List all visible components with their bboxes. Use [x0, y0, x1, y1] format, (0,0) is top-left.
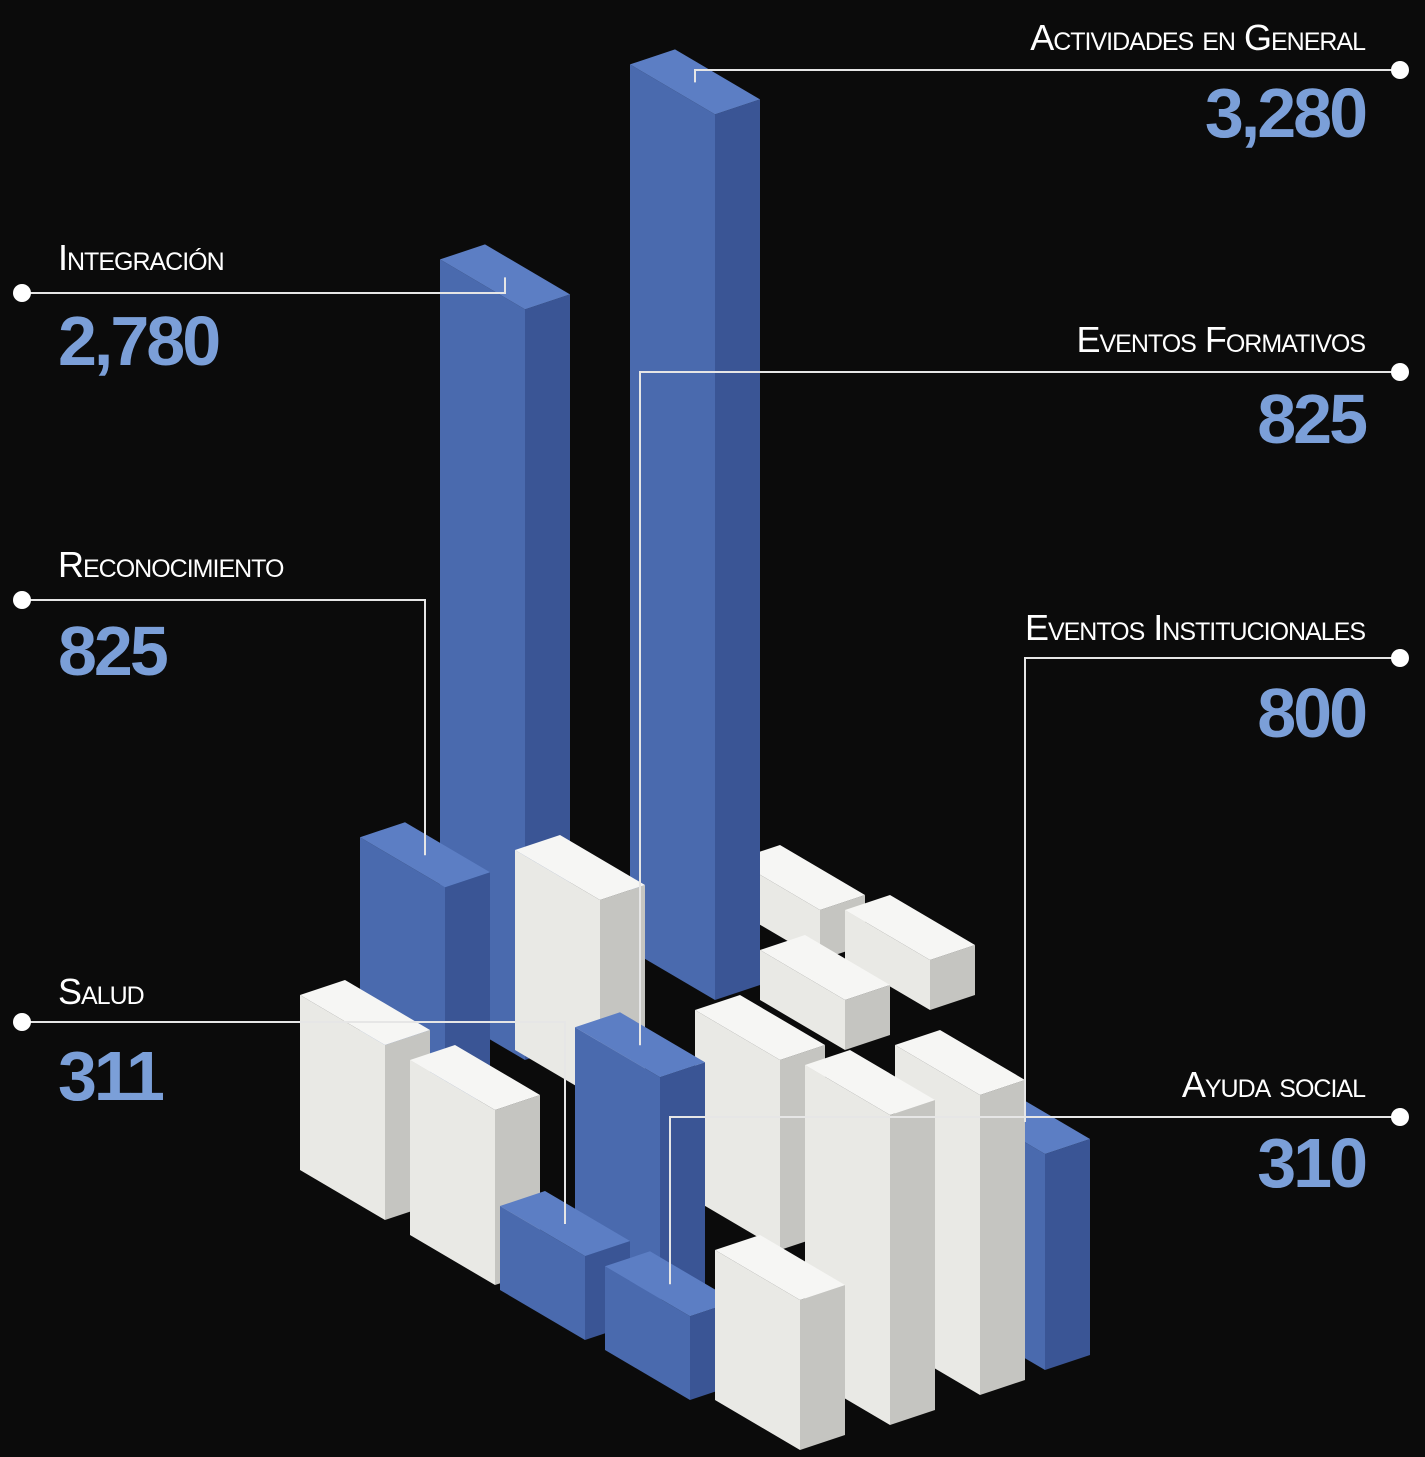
category-label: Ayuda social	[1182, 1064, 1366, 1105]
value-label: 2,780	[58, 302, 219, 380]
decor-bar-top-face	[695, 995, 825, 1060]
decor-bar-left-face	[845, 910, 930, 1010]
decor-bar-top-face	[805, 1050, 935, 1115]
decor-bar-top-face	[895, 1030, 1025, 1095]
bar	[630, 49, 760, 1000]
leader-dot	[13, 284, 31, 302]
decor-bar-left-face	[410, 1060, 495, 1285]
leader-dot	[1391, 363, 1409, 381]
leader-line	[22, 1021, 566, 1225]
decor-bar-top-face	[300, 980, 430, 1045]
bar-right-face	[660, 1062, 705, 1300]
decor-bar-right-face	[845, 985, 890, 1050]
value-label: 800	[1257, 674, 1366, 752]
leader-line	[669, 1116, 1400, 1285]
decor-bar-top-face	[845, 895, 975, 960]
decor-bar-top-face	[515, 835, 645, 900]
value-label: 3,280	[1205, 74, 1366, 152]
leader-line	[1024, 657, 1400, 1122]
leader-dot	[13, 1013, 31, 1031]
decor-bar-right-face	[980, 1080, 1025, 1395]
decor-bar-top-face	[735, 845, 865, 910]
category-label: Salud	[58, 971, 144, 1012]
decor-bar-top-face	[410, 1045, 540, 1110]
decor-bar-left-face	[300, 995, 385, 1220]
decor-bar	[760, 935, 890, 1050]
category-label: Actividades en General	[1030, 17, 1366, 58]
leader-line	[22, 599, 426, 856]
value-label: 310	[1257, 1124, 1366, 1202]
bar-right-face	[715, 99, 760, 1000]
decor-bar	[715, 1235, 845, 1450]
leader-dot	[1391, 1108, 1409, 1126]
decor-bar	[845, 895, 975, 1010]
decor-bar-left-face	[760, 950, 845, 1050]
category-label: Eventos Institucionales	[1025, 607, 1365, 648]
decor-bar	[805, 1050, 935, 1425]
category-label: Eventos Formativos	[1076, 319, 1365, 360]
leader-line	[22, 277, 506, 294]
value-label: 311	[58, 1037, 163, 1115]
leader-line	[639, 371, 1400, 1046]
decor-bar-top-face	[715, 1235, 845, 1300]
decor-bar-top-face	[760, 935, 890, 1000]
leader-dot	[1391, 649, 1409, 667]
leader-dot	[13, 591, 31, 609]
bar-top-face	[440, 244, 570, 310]
decor-bar-left-face	[695, 1010, 780, 1250]
bar-left-face	[630, 64, 715, 1000]
decor-bar-right-face	[930, 945, 975, 1010]
value-label: 825	[1257, 380, 1366, 458]
bar-left-face	[500, 1206, 585, 1340]
category-label: Integración	[58, 237, 224, 278]
bar-right-face	[1045, 1139, 1090, 1370]
category-label: Reconocimiento	[58, 544, 284, 585]
bar-left-face	[605, 1266, 690, 1400]
decor-bar-right-face	[890, 1100, 935, 1425]
decor-bar-right-face	[800, 1285, 845, 1450]
leader-dot	[1391, 61, 1409, 79]
leader-line	[694, 69, 1400, 83]
decor-bar-left-face	[715, 1250, 800, 1450]
value-label: 825	[58, 612, 167, 690]
